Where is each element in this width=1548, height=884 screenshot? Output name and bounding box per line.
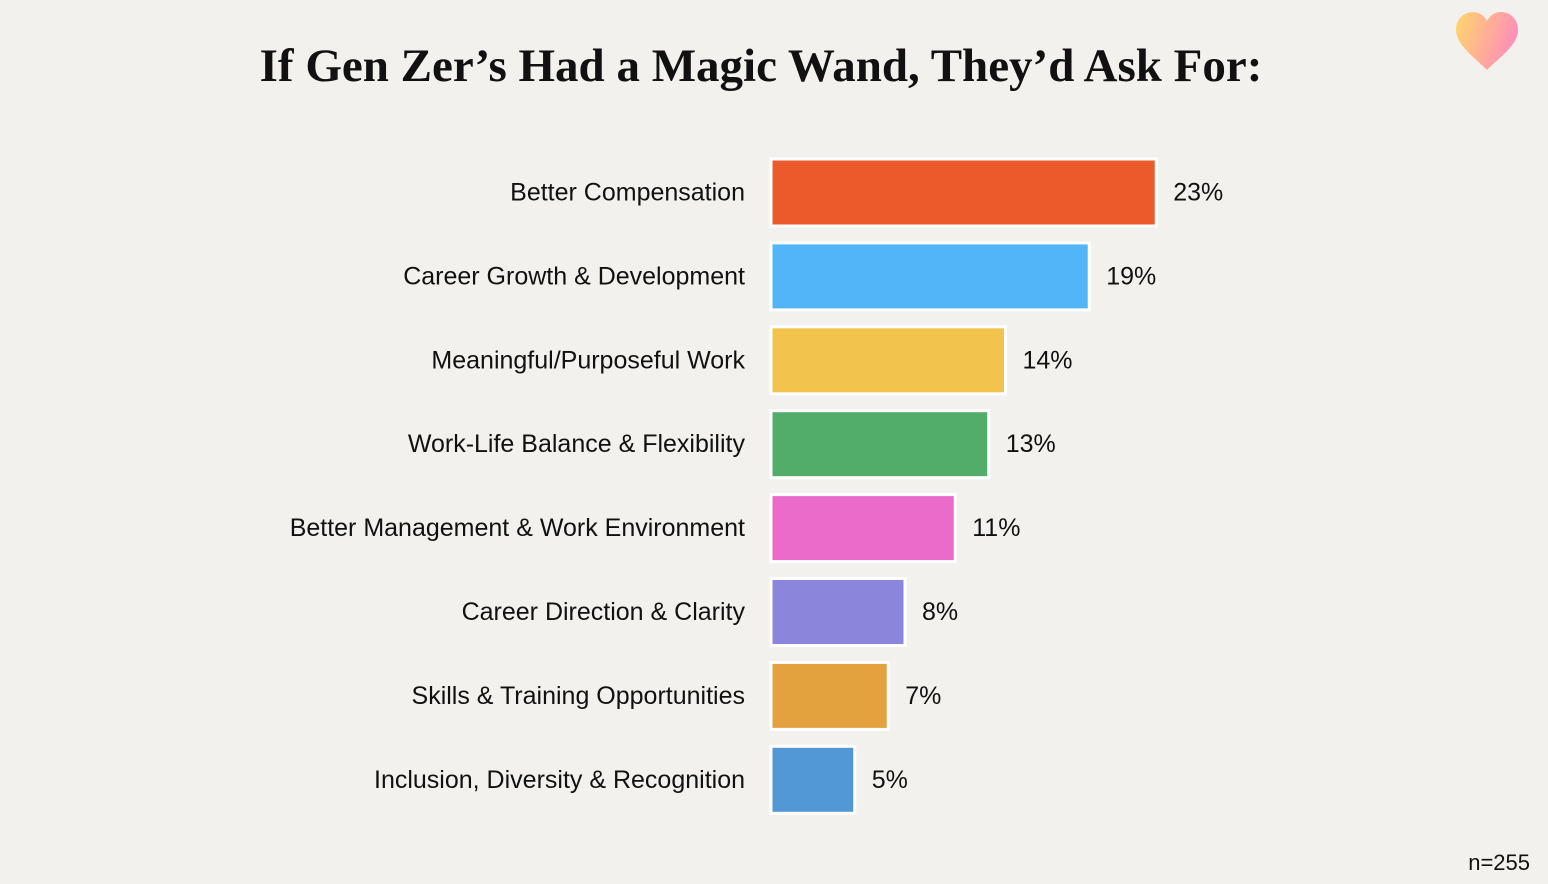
value-label: 14% [1023, 346, 1073, 374]
category-label: Work-Life Balance & Flexibility [408, 430, 746, 458]
category-label: Career Direction & Clarity [462, 598, 746, 626]
value-label: 11% [972, 514, 1020, 542]
bar [769, 493, 957, 564]
category-label: Better Management & Work Environment [290, 514, 745, 542]
category-label: Inclusion, Diversity & Recognition [374, 766, 745, 794]
chart-title: If Gen Zer’s Had a Magic Wand, They’d As… [259, 40, 1263, 92]
sample-size-note: n=255 [1468, 850, 1530, 875]
value-label: 7% [905, 682, 941, 710]
bar [769, 157, 1158, 228]
heart-icon [1456, 12, 1518, 70]
value-label: 23% [1173, 179, 1223, 207]
value-label: 13% [1006, 430, 1056, 458]
value-label: 19% [1106, 262, 1156, 290]
category-label: Skills & Training Opportunities [412, 682, 745, 710]
bar [769, 325, 1007, 396]
bar [769, 660, 890, 731]
bar [769, 241, 1091, 312]
value-label: 8% [922, 598, 958, 626]
bar [769, 744, 857, 815]
bar [769, 577, 907, 647]
bar [769, 409, 991, 480]
category-label: Meaningful/Purposeful Work [431, 346, 745, 374]
value-label: 5% [872, 766, 908, 794]
category-label: Better Compensation [510, 179, 745, 207]
category-label: Career Growth & Development [403, 262, 745, 290]
